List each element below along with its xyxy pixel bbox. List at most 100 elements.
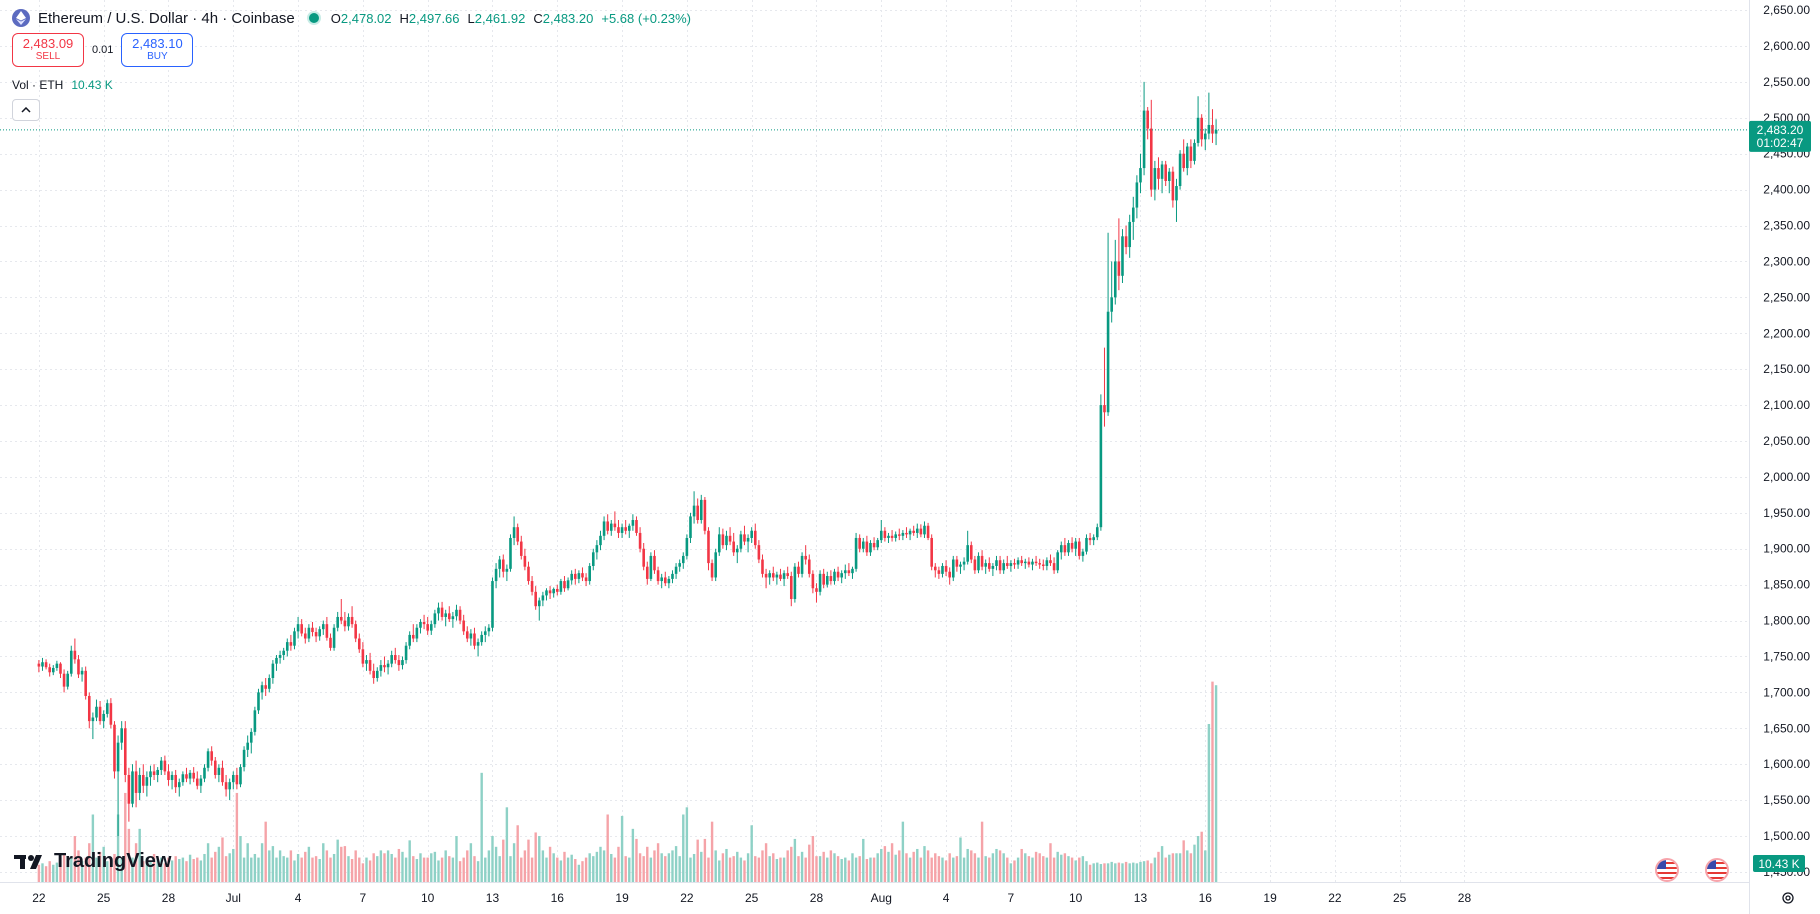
candle-body <box>746 537 750 542</box>
candle-body <box>37 663 41 667</box>
volume-bar <box>1146 860 1149 882</box>
volume-bar <box>826 857 829 882</box>
candle-body <box>188 772 192 779</box>
volume-bar <box>692 853 696 882</box>
candle-body <box>951 559 955 578</box>
volume-bar <box>606 814 609 882</box>
volume-bar <box>649 857 653 882</box>
candle-body <box>941 565 944 574</box>
candle-body <box>203 767 206 779</box>
candle-body <box>627 525 631 531</box>
candle-body <box>1200 117 1203 140</box>
price-tick-label: 1,600.00 <box>1763 757 1810 771</box>
volume-bar <box>469 843 473 882</box>
volume-bar <box>91 814 95 882</box>
ohlc-values: O2,478.02 H2,497.66 L2,461.92 C2,483.20 … <box>331 11 691 26</box>
candle-body <box>933 566 937 571</box>
collapse-legend-button[interactable] <box>12 99 40 121</box>
volume-bar <box>250 857 253 882</box>
volume-bar <box>595 851 599 882</box>
candle-body <box>105 703 109 714</box>
candle-body <box>908 530 912 535</box>
candle-body <box>1081 551 1085 556</box>
candle-body <box>242 749 246 768</box>
volume-bar <box>793 838 797 882</box>
us-flag-icon[interactable] <box>1705 858 1729 882</box>
candle-body <box>159 760 163 770</box>
volume-bar <box>228 853 231 882</box>
time-axis[interactable]: 22 25 28 Jul 4 7 10 13 16 19 22 25 28 Aug 4 7 10 13 16 19 22… <box>32 891 1471 905</box>
volume-legend-label[interactable]: Vol · ETH <box>12 78 64 92</box>
volume-bar <box>437 860 440 882</box>
candle-body <box>476 642 480 646</box>
price-tick-label: 1,800.00 <box>1763 614 1810 628</box>
time-tick-label: 25 <box>745 891 759 905</box>
volume-bar <box>1207 723 1211 882</box>
volume-bar <box>869 857 872 882</box>
candle-body <box>725 535 728 546</box>
volume-bar <box>232 848 235 882</box>
candle-body <box>707 530 710 564</box>
candle-body <box>343 620 347 627</box>
candle-body <box>300 624 303 634</box>
volume-bar <box>1160 846 1164 882</box>
open-label: O <box>330 10 341 26</box>
volume-bar <box>160 857 163 882</box>
price-axis[interactable]: 2,650.002,600.002,550.002,500.002,450.00… <box>1763 3 1810 879</box>
candle-body <box>293 631 296 646</box>
volume-bar <box>966 848 969 882</box>
volume-bar <box>977 857 980 882</box>
sell-label: SELL <box>35 51 61 62</box>
volume-bar <box>473 856 476 882</box>
volume-bar <box>1186 850 1189 882</box>
candle-body <box>995 560 998 566</box>
candle-body <box>519 541 523 556</box>
gear-icon[interactable] <box>1781 891 1795 905</box>
volume-bar <box>210 857 213 882</box>
candle-body <box>617 527 620 533</box>
candle-body <box>606 521 609 531</box>
sell-button[interactable]: 2,483.09 SELL <box>12 33 84 67</box>
volume-bar <box>1052 857 1056 882</box>
candle-body <box>77 659 80 675</box>
trade-panel: 2,483.09 SELL 0.01 2,483.10 BUY <box>12 33 194 67</box>
candle-body <box>901 532 905 536</box>
volume-bar <box>1078 857 1081 882</box>
candle-body <box>573 573 577 579</box>
us-flag-icon[interactable] <box>1655 858 1679 882</box>
candle-body <box>91 717 95 722</box>
volume-bar <box>948 853 951 882</box>
candle-body <box>811 573 815 589</box>
candle-body <box>48 667 51 673</box>
price-tick-label: 2,250.00 <box>1763 290 1810 304</box>
candle-body <box>455 609 458 617</box>
candle-body <box>271 663 275 679</box>
candle-body <box>1113 261 1117 298</box>
buy-button[interactable]: 2,483.10 BUY <box>121 33 194 67</box>
time-tick-label: 28 <box>1458 891 1472 905</box>
candle-body <box>429 624 433 631</box>
volume-bar <box>624 856 627 882</box>
candle-body <box>883 530 887 538</box>
volume-bars <box>37 681 1218 882</box>
volume-bar <box>610 853 613 882</box>
volume-bar <box>674 846 678 882</box>
price-tick-label: 2,650.00 <box>1763 3 1810 17</box>
candle-body <box>624 527 627 531</box>
candle-body <box>743 534 746 542</box>
candle-body <box>138 774 141 793</box>
volume-bar <box>109 857 113 882</box>
candle-body <box>1056 552 1059 571</box>
open-value: 2,478.02 <box>340 10 392 26</box>
candle-body <box>314 632 318 637</box>
candle-body <box>836 571 840 578</box>
volume-bar <box>973 853 977 882</box>
volume-bar <box>1042 856 1045 882</box>
volume-bar <box>106 861 109 882</box>
volume-bar <box>1002 853 1005 882</box>
volume-bar <box>804 857 807 882</box>
volume-bar <box>1092 863 1095 882</box>
tradingview-logo[interactable]: TradingView <box>14 850 171 873</box>
symbol-title[interactable]: Ethereum / U.S. Dollar · 4h · Coinbase <box>38 9 295 27</box>
